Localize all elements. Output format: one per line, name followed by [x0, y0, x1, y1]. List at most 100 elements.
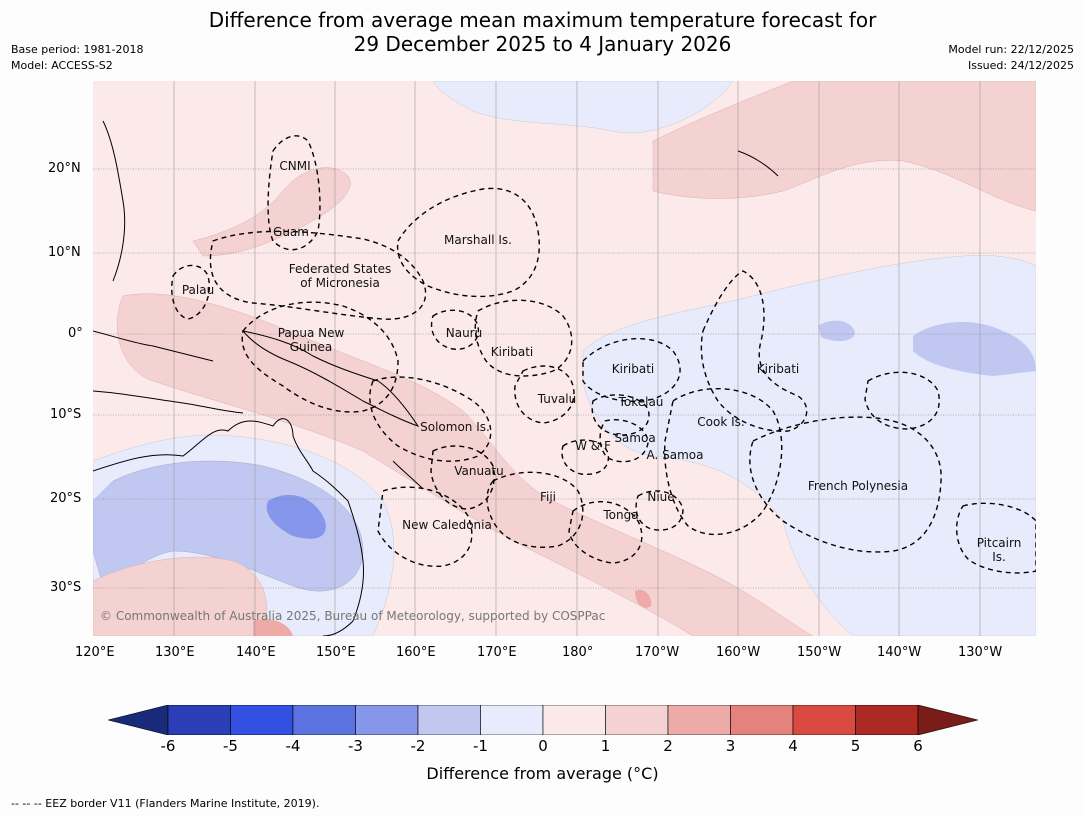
map-svg: CNMI Guam Marshall Is. Federated States …	[93, 81, 1036, 636]
label-fiji: Fiji	[540, 490, 556, 504]
eez-cook	[663, 388, 783, 536]
label-wallis-futuna: W & F	[575, 439, 611, 453]
gridlines	[173, 81, 981, 636]
label-new-caledonia: New Caledonia	[402, 518, 492, 532]
colorbar-tick-label: -2	[410, 737, 426, 755]
new-caledonia-coast	[392, 460, 424, 490]
label-cook: Cook Is.	[697, 415, 744, 429]
colorbar-segment	[230, 704, 294, 736]
title-line-1: Difference from average mean maximum tem…	[208, 8, 877, 32]
colorbar-label: Difference from average (°C)	[426, 764, 659, 783]
label-pitcairn-line1: Pitcairn	[977, 536, 1022, 550]
label-fsm-line1: Federated States	[289, 262, 391, 276]
colorbar-segment	[730, 704, 794, 736]
chart-title: Difference from average mean maximum tem…	[0, 8, 1085, 56]
footer-note: -- -- -- EEZ border V11 (Flanders Marine…	[11, 797, 320, 810]
colorbar-segment	[480, 704, 544, 736]
anomaly-field-plus-2-3-se-australia	[253, 619, 293, 636]
eez-fiji	[486, 471, 584, 548]
eez-tonga	[568, 501, 643, 564]
label-kiribati-east: Kiribati	[757, 362, 799, 376]
anomaly-field-minus-1-2-australia	[93, 460, 364, 592]
png-coast	[241, 330, 420, 427]
latitude-lines	[93, 168, 1036, 589]
eez-samoa	[599, 419, 649, 463]
eez-borders	[171, 135, 1036, 574]
colorbar-tick-label: 4	[788, 737, 798, 755]
eez-png	[241, 301, 399, 413]
lat-tick-20n: 20°N	[48, 161, 81, 176]
issued-date: Issued: 24/12/2025	[967, 59, 1074, 72]
anomaly-field-plus-2-3-patch	[635, 589, 652, 608]
colorbar-tick-label: -5	[223, 737, 238, 755]
eez-nauru	[430, 309, 480, 350]
australia-coast	[93, 418, 364, 636]
model-run: Model run: 22/12/2025	[948, 43, 1074, 56]
label-french-polynesia: French Polynesia	[808, 479, 908, 493]
label-samoa: Samoa	[614, 431, 655, 445]
colorbar-segment	[292, 704, 356, 736]
map-panel: CNMI Guam Marshall Is. Federated States …	[93, 81, 1036, 636]
label-niue: Niue	[647, 490, 674, 504]
lat-tick-10n: 10°N	[48, 245, 81, 260]
base-period: Base period: 1981-2018	[11, 43, 144, 56]
lon-tick-130w: 130°W	[958, 645, 1003, 660]
anomaly-field-minus-1-2-equator	[818, 320, 855, 342]
label-palau: Palau	[182, 283, 214, 297]
colorbar-tick-label: 1	[600, 737, 611, 755]
label-cnmi: CNMI	[279, 159, 310, 173]
indonesia-coast	[93, 330, 244, 414]
colorbar-segment	[855, 704, 919, 736]
colorbar	[107, 704, 979, 736]
lon-tick-140e: 140°E	[236, 645, 276, 660]
anomaly-field-plus-1-2-coral	[93, 556, 267, 636]
lon-tick-130e: 130°E	[155, 645, 195, 660]
eez-marquesas	[864, 371, 940, 430]
eez-french-polynesia	[749, 416, 942, 553]
colorbar-segment	[167, 704, 231, 736]
eez-fsm	[209, 230, 427, 320]
colorbar-segment	[605, 704, 669, 736]
lon-tick-170e: 170°E	[477, 645, 517, 660]
lon-tick-160e: 160°E	[396, 645, 436, 660]
colorbar-segment	[792, 704, 856, 736]
hawaii-coast	[737, 150, 779, 177]
colorbar-tick-label: -3	[348, 737, 363, 755]
colorbar-tick-label: 5	[850, 737, 861, 755]
lat-tick-20s: 20°S	[50, 491, 82, 506]
lat-tick-10s: 10°S	[50, 407, 82, 422]
colorbar-svg	[107, 704, 979, 736]
lon-tick-150e: 150°E	[316, 645, 356, 660]
colorbar-tick-label: 2	[663, 737, 673, 755]
lon-tick-160w: 160°W	[716, 645, 761, 660]
colorbar-tick-label: 3	[725, 737, 736, 755]
label-american-samoa: A. Samoa	[647, 448, 704, 462]
lon-tick-150w: 150°W	[797, 645, 842, 660]
label-kiribati-west: Kiribati	[491, 345, 533, 359]
label-pitcairn-line2: Is.	[992, 550, 1006, 564]
colorbar-segment	[667, 704, 731, 736]
colorbar-tick-label: 6	[913, 737, 923, 755]
lon-tick-120e: 120°E	[75, 645, 115, 660]
anomaly-field-minus-2-3-australia	[266, 494, 326, 539]
eez-new-caledonia	[377, 486, 473, 567]
label-nauru: Nauru	[446, 326, 482, 340]
lon-tick-180: 180°	[562, 645, 594, 660]
copyright-notice: © Commonwealth of Australia 2025, Bureau…	[100, 609, 606, 623]
label-tonga: Tonga	[602, 508, 638, 522]
label-tuvalu: Tuvalu	[537, 392, 577, 406]
model-name: Model: ACCESS-S2	[11, 59, 113, 72]
lon-tick-140w: 140°W	[877, 645, 922, 660]
colorbar-tick-label: -6	[160, 737, 176, 755]
label-png-line2: Guinea	[290, 340, 333, 354]
title-line-2: 29 December 2025 to 4 January 2026	[353, 32, 732, 56]
colorbar-tick-label: -4	[285, 737, 301, 755]
colorbar-segment	[355, 704, 419, 736]
meta-right: Model run: 22/12/2025 Issued: 24/12/2025	[948, 42, 1074, 74]
lon-tick-170w: 170°W	[635, 645, 680, 660]
colorbar-extend-high	[917, 704, 979, 736]
coastlines	[93, 120, 779, 636]
meta-left: Base period: 1981-2018 Model: ACCESS-S2	[11, 42, 143, 74]
colorbar-tick-label: -1	[473, 737, 488, 755]
eez-palau	[171, 264, 210, 320]
